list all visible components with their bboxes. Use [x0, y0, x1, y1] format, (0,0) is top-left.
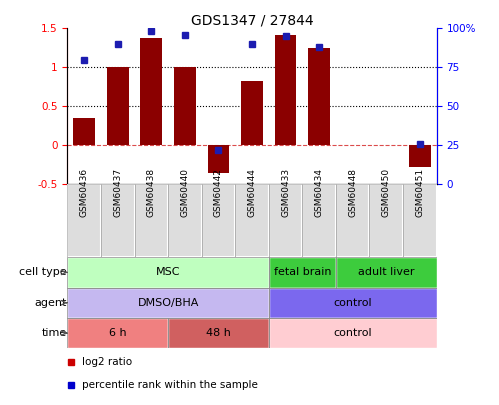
Bar: [269, 288, 437, 318]
Bar: [168, 184, 202, 257]
Bar: [269, 318, 437, 348]
Bar: [336, 184, 369, 257]
Bar: [269, 257, 336, 288]
Text: time: time: [41, 328, 67, 338]
Text: DMSO/BHA: DMSO/BHA: [137, 298, 199, 308]
Text: MSC: MSC: [156, 267, 180, 277]
Bar: [241, 81, 263, 145]
Bar: [274, 35, 296, 145]
Bar: [403, 184, 437, 257]
Bar: [235, 184, 269, 257]
Bar: [409, 145, 431, 167]
Bar: [269, 184, 302, 257]
Bar: [67, 288, 269, 318]
Text: log2 ratio: log2 ratio: [82, 357, 132, 367]
Bar: [67, 318, 168, 348]
Bar: [101, 184, 135, 257]
Text: cell type: cell type: [19, 267, 67, 277]
Bar: [269, 184, 302, 257]
Bar: [269, 288, 437, 318]
Bar: [107, 66, 129, 145]
Text: GSM60434: GSM60434: [315, 168, 324, 217]
Bar: [168, 318, 269, 348]
Bar: [67, 257, 269, 288]
Text: GSM60448: GSM60448: [348, 168, 357, 217]
Text: GSM60442: GSM60442: [214, 168, 223, 217]
Bar: [336, 257, 437, 288]
Bar: [135, 184, 168, 257]
Bar: [336, 257, 437, 288]
Text: adult liver: adult liver: [358, 267, 415, 277]
Text: 6 h: 6 h: [109, 328, 127, 338]
Bar: [73, 118, 95, 145]
Bar: [67, 318, 168, 348]
Bar: [135, 184, 168, 257]
Bar: [269, 318, 437, 348]
Bar: [208, 145, 230, 173]
Text: percentile rank within the sample: percentile rank within the sample: [82, 380, 258, 390]
Text: control: control: [333, 298, 372, 308]
Bar: [67, 257, 269, 288]
Bar: [168, 184, 202, 257]
Text: GSM60444: GSM60444: [248, 168, 256, 217]
Bar: [67, 288, 269, 318]
Text: GSM60438: GSM60438: [147, 168, 156, 217]
Bar: [67, 184, 101, 257]
Bar: [302, 184, 336, 257]
Bar: [140, 38, 162, 145]
Bar: [202, 184, 235, 257]
Text: GSM60451: GSM60451: [415, 168, 424, 217]
Bar: [174, 66, 196, 145]
Text: GSM60436: GSM60436: [80, 168, 89, 217]
Text: GSM60433: GSM60433: [281, 168, 290, 217]
Bar: [369, 184, 403, 257]
Bar: [308, 48, 330, 145]
Text: GSM60450: GSM60450: [382, 168, 391, 217]
Text: 48 h: 48 h: [206, 328, 231, 338]
Bar: [202, 184, 235, 257]
Text: GSM60437: GSM60437: [113, 168, 122, 217]
Bar: [168, 318, 269, 348]
Bar: [67, 184, 101, 257]
Text: control: control: [333, 328, 372, 338]
Text: agent: agent: [34, 298, 67, 308]
Bar: [403, 184, 437, 257]
Bar: [269, 257, 336, 288]
Title: GDS1347 / 27844: GDS1347 / 27844: [191, 13, 313, 27]
Bar: [369, 184, 403, 257]
Bar: [235, 184, 269, 257]
Bar: [336, 184, 369, 257]
Text: fetal brain: fetal brain: [273, 267, 331, 277]
Bar: [302, 184, 336, 257]
Text: GSM60440: GSM60440: [180, 168, 189, 217]
Bar: [101, 184, 135, 257]
